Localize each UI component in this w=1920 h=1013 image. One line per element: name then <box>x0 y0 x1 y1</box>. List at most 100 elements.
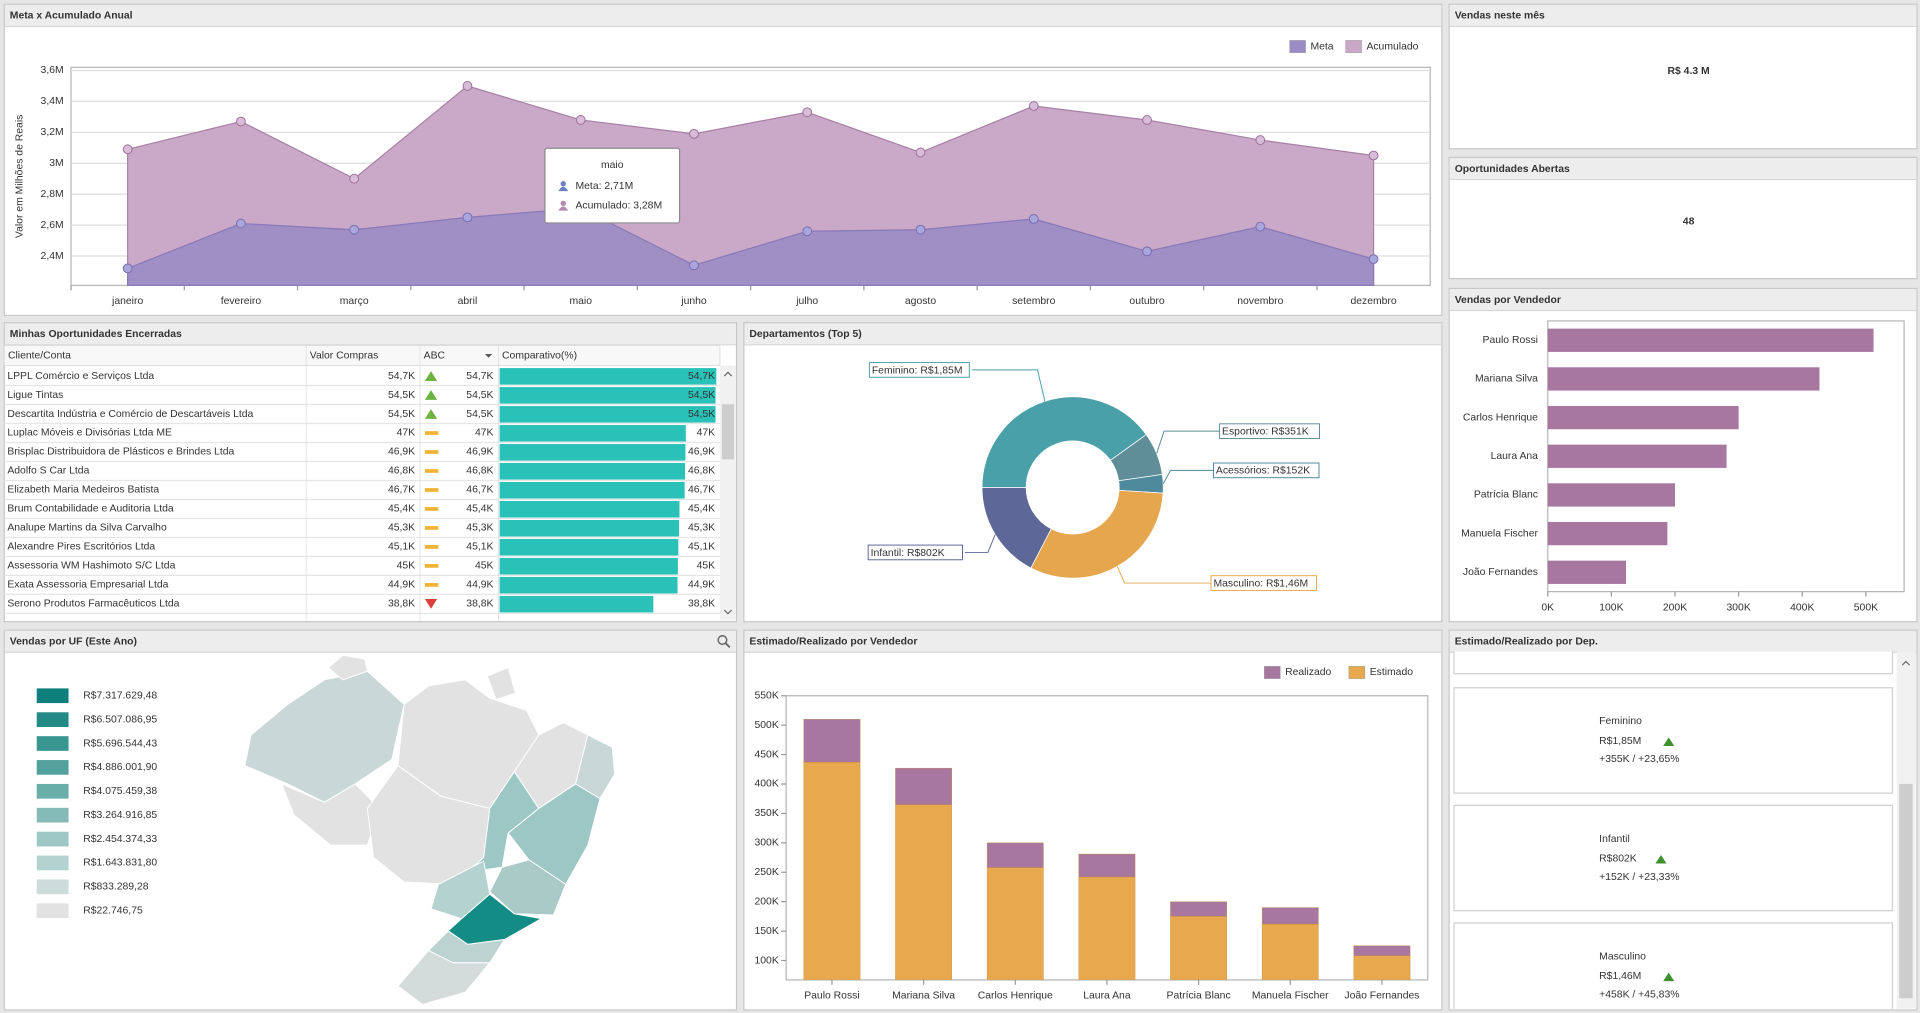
cell-comparativo: 45,1K <box>688 542 715 553</box>
series-layer <box>122 81 1379 287</box>
scroll-down[interactable] <box>723 609 733 615</box>
map-legend-swatch <box>36 783 69 799</box>
map-region <box>397 949 491 1005</box>
bar-segment <box>1353 945 1411 956</box>
cell-valor: 54,7K <box>388 371 415 382</box>
tooltip <box>544 147 681 224</box>
y-tick-label: 3,2M <box>41 127 64 138</box>
map-legend-label: R$833.289,28 <box>83 882 148 893</box>
y-tick-label: 250K <box>754 867 778 878</box>
kpi-value: R$ 4.3 M <box>1667 66 1709 77</box>
legend-label: Realizado <box>1285 667 1331 678</box>
map-legend-swatch <box>36 807 69 823</box>
y-tick-label: Mariana Silva <box>1475 374 1538 385</box>
x-tick-label: 0K <box>1541 602 1554 613</box>
column-header: Valor Compras <box>310 351 379 362</box>
cell-cliente: Luplac Móveis e Divisórias Ltda ME <box>7 428 172 439</box>
trend-down <box>424 598 438 609</box>
data-label-box <box>1219 423 1321 440</box>
panel-title: Minhas Oportunidades Encerradas <box>10 329 182 340</box>
card <box>1453 922 1894 1009</box>
panel <box>1448 3 1918 150</box>
x-tick-label: janeiro <box>111 296 143 307</box>
y-tick-label: 2,8M <box>41 189 64 200</box>
bar <box>1547 444 1727 468</box>
panel-header <box>4 323 736 345</box>
cell-comparativo: 45,4K <box>688 504 715 515</box>
comparativo-bar <box>499 463 686 480</box>
x-tick-label: novembro <box>1237 296 1283 307</box>
scrollbar-thumb[interactable] <box>721 404 735 460</box>
x-tick-label: dezembro <box>1350 296 1396 307</box>
bar-segment <box>1261 907 1319 925</box>
zoom-handle[interactable] <box>724 642 731 649</box>
y-tick-label: Manuela Fischer <box>1461 528 1538 539</box>
panel-title: Vendas por Vendedor <box>1455 295 1561 306</box>
zoom-lens[interactable] <box>717 634 728 646</box>
trend-up <box>1663 737 1675 746</box>
zoom-icon[interactable] <box>717 634 731 649</box>
trend-up <box>1655 854 1667 864</box>
y-tick-label: 550K <box>754 690 778 701</box>
point-marker <box>349 224 360 235</box>
cell-valor: 54,5K <box>388 390 415 401</box>
cell-cliente: Adolfo S Car Ltda <box>7 466 89 477</box>
y-tick-label: Laura Ana <box>1491 451 1539 462</box>
map-legend-label: R$2.454.374,33 <box>83 834 157 845</box>
cell-cliente: Ligue Tintas <box>7 390 63 401</box>
point-marker <box>1028 101 1039 111</box>
cell-abc: 54,7K <box>466 371 493 382</box>
map-legend-label: R$3.264.916,85 <box>83 810 157 821</box>
comparativo-bar <box>499 425 686 442</box>
x-tick-label: agosto <box>905 296 936 307</box>
bar-segment <box>1353 955 1411 980</box>
bar-segment <box>1078 853 1136 878</box>
sort-arrow[interactable] <box>484 353 493 358</box>
cell-abc: 46,7K <box>466 485 493 496</box>
trend-flat <box>424 469 439 473</box>
scroll-up[interactable] <box>1901 660 1911 666</box>
map-legend-swatch <box>36 760 69 775</box>
cell-valor: 45,1K <box>388 542 415 553</box>
x-tick-label: Mariana Silva <box>892 991 955 1002</box>
point-marker <box>575 115 586 125</box>
comparativo-bar <box>499 519 680 537</box>
cell-abc: 44,9K <box>466 580 493 591</box>
x-tick-label: outubro <box>1129 296 1164 307</box>
trend-flat <box>424 526 439 530</box>
column-header: Comparativo(%) <box>502 351 577 362</box>
card-name: Masculino <box>1599 951 1646 962</box>
point-marker <box>689 260 699 271</box>
bar <box>1547 483 1676 507</box>
scrollbar-track[interactable] <box>720 365 736 621</box>
card-change: +152K / +23,33% <box>1599 872 1679 883</box>
tooltip-line: Meta: 2,71M <box>576 181 634 192</box>
leader-line <box>1162 469 1214 484</box>
tooltip-icon <box>560 200 566 207</box>
legend-swatch <box>1345 40 1362 53</box>
bar-layer <box>803 719 1411 980</box>
cell-cliente: Serono Produtos Farmacêuticos Ltda <box>7 599 179 610</box>
point-marker <box>349 173 360 184</box>
bar-segment <box>803 762 861 980</box>
leader-line <box>971 369 1046 402</box>
trend-flat <box>424 507 439 511</box>
cell-abc: 47K <box>475 428 494 439</box>
scroll-up[interactable] <box>723 371 733 377</box>
bar-segment <box>1261 923 1319 980</box>
map-legend-swatch <box>36 831 69 847</box>
trend-flat <box>424 450 439 454</box>
cell-comparativo: 54,5K <box>688 409 715 420</box>
cell-valor: 44,9K <box>388 580 415 591</box>
x-tick-label: junho <box>680 296 707 307</box>
cell-cliente: Exata Assessoria Empresarial Ltda <box>7 580 168 591</box>
comparativo-bar <box>499 368 717 385</box>
x-tick-label: 100K <box>1599 602 1623 613</box>
x-tick-label: fevereiro <box>221 296 262 307</box>
cell-abc: 45K <box>475 561 494 572</box>
data-label: Infantil: R$802K <box>871 548 945 559</box>
scrollbar-thumb[interactable] <box>1899 783 1913 999</box>
x-tick-label: setembro <box>1012 296 1056 307</box>
